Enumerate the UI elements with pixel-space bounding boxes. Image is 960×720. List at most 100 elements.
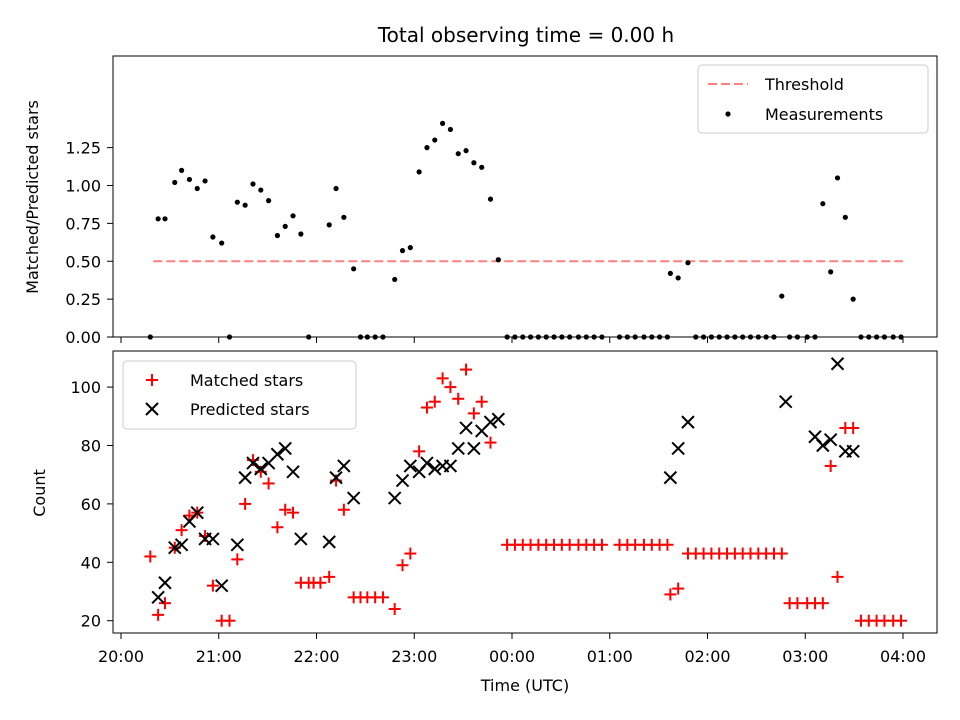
- predicted-star-point: [846, 444, 860, 459]
- matched-star-point: [404, 547, 417, 560]
- measurement-point: [298, 231, 304, 237]
- bottom-xtick-label: 20:00: [98, 647, 144, 666]
- predicted-star-point: [337, 459, 351, 473]
- predicted-star-point: [681, 415, 695, 429]
- measurement-point: [842, 214, 848, 220]
- matched-star-point: [484, 436, 497, 449]
- predicted-star-point: [206, 532, 220, 546]
- measurement-point: [351, 266, 357, 272]
- matched-star-point: [388, 603, 401, 616]
- matched-star-point: [475, 395, 488, 408]
- top-ytick-label: 0.75: [65, 214, 101, 233]
- matched-star-point: [420, 401, 433, 414]
- measurement-point: [685, 260, 691, 266]
- bottom-xtick-label: 02:00: [684, 647, 730, 666]
- matched-star-point: [595, 538, 608, 551]
- top-legend-box: [697, 64, 929, 134]
- measurement-point: [333, 185, 339, 192]
- predicted-star-point: [151, 590, 165, 605]
- measurement-point: [471, 160, 477, 166]
- matched-star-point: [436, 372, 449, 385]
- top-panel-ticks: 0.00 0.25 0.50 0.75 1.00 1.25: [65, 139, 904, 347]
- measurements-legend-marker: [725, 111, 731, 117]
- predicted-star-point: [467, 441, 481, 456]
- measurement-point: [834, 175, 841, 181]
- bottom-xtick-label: 23:00: [391, 647, 437, 666]
- matched-star-point: [376, 591, 389, 604]
- matched-star-point: [664, 588, 677, 601]
- predicted-star-point: [663, 470, 678, 485]
- bottom-panel: 20 40 60 80 100 20:00 21:00 22:00 23:00 00:00 01:0…: [30, 350, 938, 695]
- measurement-point: [424, 145, 430, 151]
- matched-star-point: [287, 506, 300, 519]
- bottom-panel-ylabel: Count: [30, 469, 49, 517]
- measurement-point: [341, 214, 347, 220]
- measurement-point: [234, 199, 240, 205]
- measurement-point: [282, 223, 288, 230]
- measurement-point: [850, 296, 856, 302]
- predicted-star-point: [346, 491, 361, 505]
- measurement-point: [455, 151, 461, 157]
- measurement-point: [155, 216, 161, 222]
- bottom-legend: Matched stars Predicted stars: [122, 360, 357, 430]
- bottom-xtick-label: 04:00: [880, 647, 926, 666]
- top-ytick-label: 1.00: [65, 177, 101, 196]
- matched-star-point: [271, 521, 284, 534]
- bottom-legend-box: [122, 360, 357, 430]
- matched-star-point: [337, 503, 350, 516]
- measurement-point: [479, 164, 485, 170]
- measurement-point: [407, 245, 413, 251]
- measurement-point: [172, 179, 178, 186]
- bottom-ytick-label: 60: [81, 495, 101, 514]
- matched-star-point: [323, 570, 336, 583]
- measurement-point: [242, 202, 248, 208]
- predicted-star-point: [214, 578, 229, 593]
- matched-legend-label: Matched stars: [190, 371, 303, 390]
- measurement-point: [487, 196, 494, 202]
- measurement-point: [210, 234, 216, 240]
- predicted-star-point: [459, 421, 473, 435]
- matched-star-point: [239, 497, 252, 510]
- matched-star-point: [413, 445, 426, 458]
- bottom-panel-frame: [112, 350, 938, 634]
- bottom-xtick-label: 00:00: [489, 647, 535, 666]
- measurement-point: [392, 276, 398, 283]
- predicted-legend-label: Predicted stars: [190, 400, 310, 419]
- bottom-ytick-label: 40: [81, 553, 101, 572]
- bottom-panel-xlabel: Time (UTC): [480, 676, 569, 695]
- measurement-point: [667, 270, 673, 276]
- measurement-point: [179, 167, 185, 173]
- matched-star-point: [847, 421, 860, 434]
- matched-star-point: [158, 597, 171, 610]
- bottom-xtick-label: 03:00: [782, 647, 828, 666]
- matched-star-point: [824, 459, 837, 472]
- measurement-point: [439, 120, 446, 126]
- top-ytick-label: 1.25: [65, 139, 101, 158]
- predicted-star-point: [428, 462, 442, 476]
- measurement-point: [202, 178, 208, 184]
- predicted-star-point: [238, 470, 252, 485]
- predicted-star-point: [322, 535, 336, 549]
- predicted-star-point: [395, 473, 410, 488]
- measurement-point: [266, 198, 272, 204]
- predicted-star-point: [483, 415, 498, 429]
- predicted-star-point: [451, 441, 465, 456]
- matched-star-point: [279, 503, 292, 516]
- predicted-star-point: [420, 456, 434, 470]
- predicted-star-point: [491, 412, 506, 426]
- bottom-xtick-label: 22:00: [293, 647, 339, 666]
- matched-star-point: [661, 538, 674, 551]
- measurement-point: [399, 248, 406, 254]
- bottom-xtick-label: 21:00: [196, 647, 242, 666]
- measurement-point: [250, 181, 256, 187]
- predicted-star-point: [190, 505, 204, 520]
- matched-star-point: [262, 477, 275, 490]
- measurement-point: [416, 169, 422, 175]
- matched-star-point: [831, 570, 844, 583]
- bottom-panel-ticks: 20 40 60 80 100 20:00 21:00 22:00 23:00 00:00 01:0…: [70, 378, 926, 666]
- predicted-star-point: [387, 491, 402, 505]
- matched-star-point: [223, 614, 236, 627]
- top-ytick-label: 0.25: [65, 290, 101, 309]
- matched-star-point: [152, 608, 165, 621]
